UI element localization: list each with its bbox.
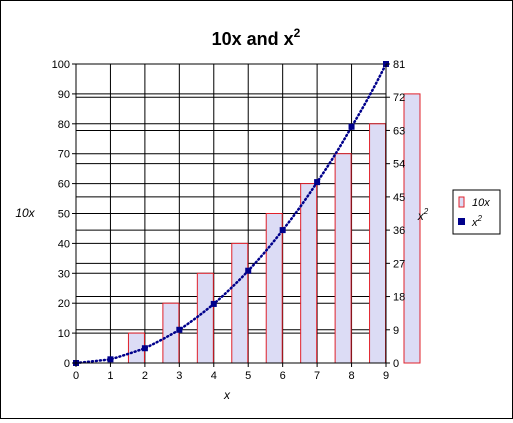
point-x2 bbox=[348, 123, 355, 130]
x-tick-label: 0 bbox=[73, 370, 79, 382]
point-x2 bbox=[210, 300, 217, 307]
y-left-tick-label: 90 bbox=[58, 89, 70, 101]
y-right-tick-label: 45 bbox=[393, 192, 405, 204]
y-left-tick-label: 100 bbox=[52, 59, 70, 71]
point-x2 bbox=[279, 227, 286, 234]
bar-10x bbox=[369, 123, 387, 364]
bar-10x bbox=[231, 242, 249, 364]
x-tick-label: 9 bbox=[383, 370, 389, 382]
bar-10x bbox=[196, 272, 214, 364]
x-tick-label: 2 bbox=[142, 370, 148, 382]
tick-labels: 0102030405060708090100091827364554637281… bbox=[52, 59, 406, 382]
legend-label-10x: 10x bbox=[472, 197, 490, 209]
point-x2 bbox=[141, 345, 148, 352]
bar-10x bbox=[403, 93, 421, 364]
y-left-tick-label: 10 bbox=[58, 328, 70, 340]
x-tick-label: 5 bbox=[245, 370, 251, 382]
x-axis-label: x bbox=[223, 388, 231, 402]
y-axis-label-right-superscript: 2 bbox=[423, 207, 429, 216]
y-right-tick-label: 81 bbox=[393, 59, 405, 71]
y-right-tick-label: 54 bbox=[393, 159, 405, 171]
x-tick-label: 1 bbox=[107, 370, 113, 382]
y-left-tick-label: 20 bbox=[58, 298, 70, 310]
y-right-tick-label: 72 bbox=[393, 92, 405, 104]
y-right-tick-label: 9 bbox=[393, 325, 399, 337]
legend-swatch-x2 bbox=[458, 218, 465, 225]
chart-title-text: 10x and x bbox=[212, 29, 294, 49]
y-right-tick-label: 18 bbox=[393, 292, 405, 304]
legend-label-x2-text: x bbox=[471, 217, 478, 229]
legend: 10x x2 bbox=[452, 189, 501, 235]
y-left-tick-label: 70 bbox=[58, 149, 70, 161]
y-left-tick-label: 40 bbox=[58, 238, 70, 250]
x-tick-label: 3 bbox=[176, 370, 182, 382]
bar-10x bbox=[162, 302, 180, 364]
chart-title-superscript: 2 bbox=[294, 26, 301, 40]
axes bbox=[72, 63, 390, 367]
y-right-tick-label: 27 bbox=[393, 258, 405, 270]
point-x2 bbox=[107, 356, 114, 363]
y-left-tick-label: 30 bbox=[58, 268, 70, 280]
grid bbox=[75, 63, 387, 364]
point-x2 bbox=[245, 267, 252, 274]
x-tick-label: 8 bbox=[348, 370, 354, 382]
point-x2 bbox=[314, 179, 321, 186]
y-axis-label-right-text: x bbox=[417, 209, 425, 223]
bar-10x bbox=[265, 213, 283, 364]
legend-swatch-10x bbox=[458, 196, 465, 208]
y-right-tick-label: 0 bbox=[393, 358, 399, 370]
chart-title: 10x and x2 bbox=[212, 26, 301, 49]
y-left-tick-label: 0 bbox=[64, 358, 70, 370]
x-tick-label: 6 bbox=[280, 370, 286, 382]
y-axis-label-left: 10x bbox=[15, 206, 35, 220]
legend-label-x2-superscript: 2 bbox=[477, 214, 483, 223]
legend-label-x2: x2 bbox=[471, 214, 483, 229]
y-left-tick-label: 60 bbox=[58, 179, 70, 191]
bar-10x bbox=[334, 153, 352, 364]
x-tick-label: 7 bbox=[314, 370, 320, 382]
point-x2 bbox=[176, 326, 183, 333]
y-left-tick-label: 50 bbox=[58, 209, 70, 221]
bar-series-10x bbox=[127, 93, 421, 364]
bar-10x bbox=[300, 183, 318, 364]
y-right-tick-label: 36 bbox=[393, 225, 405, 237]
y-right-tick-label: 63 bbox=[393, 125, 405, 137]
y-axis-label-right: x2 bbox=[417, 207, 429, 223]
line-x2-path bbox=[74, 62, 388, 365]
x-tick-label: 4 bbox=[211, 370, 217, 382]
y-left-tick-label: 80 bbox=[58, 119, 70, 131]
